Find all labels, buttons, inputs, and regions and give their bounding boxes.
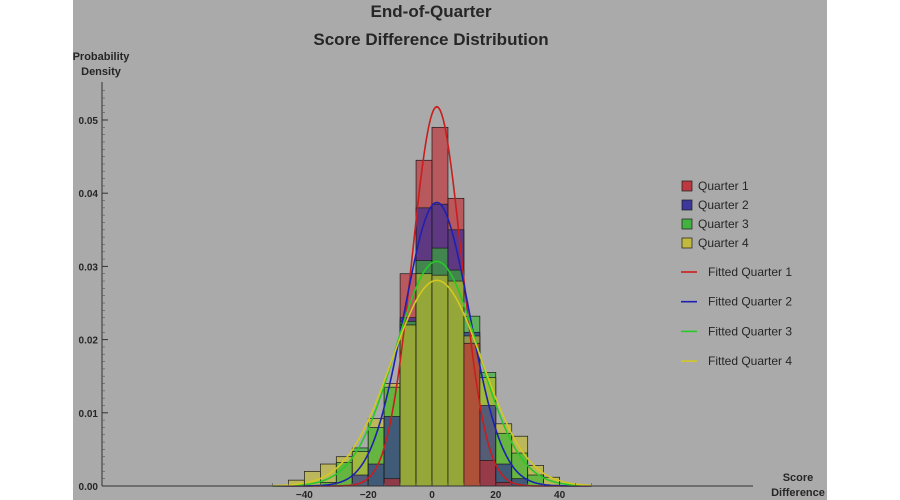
x-tick-label: −40 [296,490,313,500]
x-axis-label-line-2: Difference [771,487,825,499]
y-tick-label: 0.03 [79,262,99,273]
legend-label-quarter-1: Quarter 1 [698,179,749,193]
bar-quarter-1 [495,481,513,487]
bar-quarter-4 [415,273,433,487]
fitted-curve-quarter-3 [272,260,592,487]
fitted-curve-quarter-2 [272,201,592,487]
chart-title-line-2: Score Difference Distribution [313,30,548,49]
legend-label-fitted-quarter-3: Fitted Quarter 3 [708,324,792,338]
legend-swatch-quarter-2 [681,199,693,211]
legend-label-quarter-2: Quarter 2 [698,198,749,212]
bar-quarter-4 [431,274,449,487]
x-tick-label: −20 [360,490,377,500]
legend-label-quarter-3: Quarter 3 [698,217,749,231]
legend-swatch-quarter-3 [681,218,693,230]
bar-quarter-1 [383,478,401,487]
bar-quarter-4 [447,280,465,487]
histogram-bars [288,126,560,487]
x-tick-label: 20 [490,490,502,500]
legend-label-quarter-4: Quarter 4 [698,236,749,250]
y-axis-label-line-2: Density [81,66,122,78]
legend-swatch-quarter-4 [681,237,693,249]
y-axis-label-line-1: Probability [73,51,130,63]
chart-panel: End-of-Quarter Score Difference Distribu… [73,0,827,500]
y-tick-label: 0.01 [79,409,99,420]
x-tick-label: 0 [429,490,435,500]
legend: Quarter 1 Quarter 2 Quarter 3 Quarter 4 Fitt… [681,179,792,368]
bar-quarter-2 [383,416,401,487]
legend-swatch-quarter-1 [681,180,693,192]
bar-quarter-1 [479,460,497,487]
x-axis-label-line-1: Score [783,472,814,484]
x-tick-label: 40 [554,490,566,500]
legend-label-fitted-quarter-1: Fitted Quarter 1 [708,265,792,279]
legend-label-fitted-quarter-4: Fitted Quarter 4 [708,354,792,368]
histogram-chart: End-of-Quarter Score Difference Distribu… [73,0,827,500]
chart-title-line-1: End-of-Quarter [371,2,492,21]
y-tick-label: 0.02 [79,336,99,347]
y-tick-label: 0.05 [79,116,99,127]
y-tick-label: 0.00 [79,482,99,493]
bar-quarter-1 [463,342,481,487]
fitted-curve-quarter-4 [272,279,592,487]
ticks: 0.00 0.01 0.02 0.03 0.04 0.05 −40 −20 0 20 40 [79,90,592,500]
legend-label-fitted-quarter-2: Fitted Quarter 2 [708,295,792,309]
y-tick-label: 0.04 [79,189,99,200]
